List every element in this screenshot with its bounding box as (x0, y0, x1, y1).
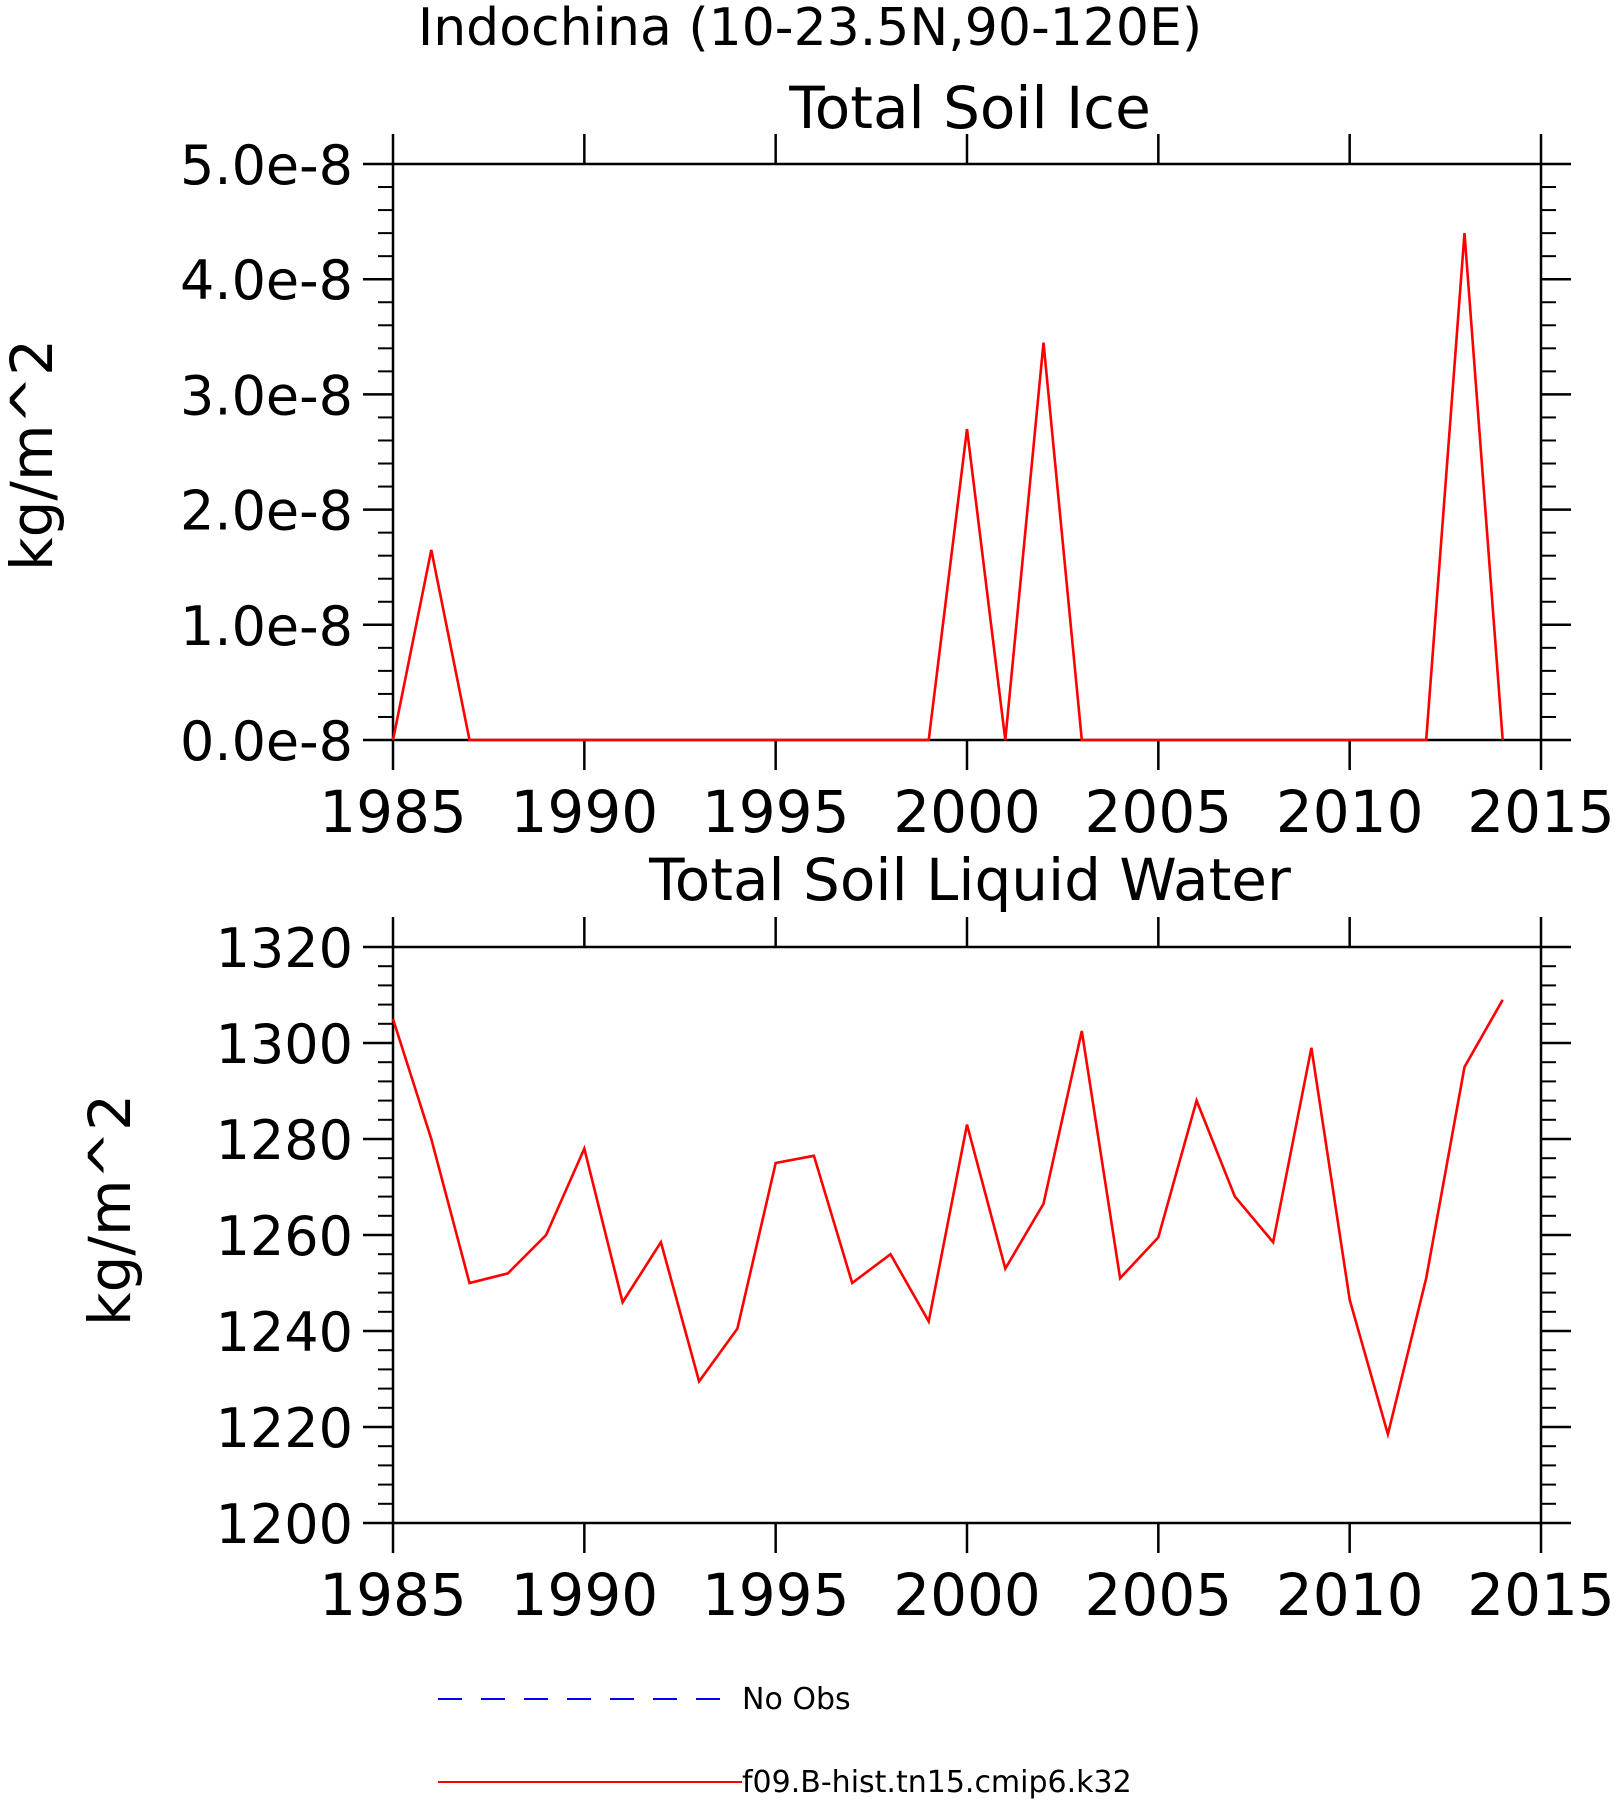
x-tick-label: 1995 (702, 1561, 850, 1629)
x-tick-label: 2005 (1085, 1561, 1233, 1629)
legend-item-f09-b-hist: f09.B-hist.tn15.cmip6.k32 (438, 1765, 1132, 1800)
x-tick-label: 2015 (1467, 1561, 1615, 1629)
y-tick-label: 1220 (216, 1397, 353, 1460)
y-axis-label-total-soil-ice: kg/m^2 (0, 339, 66, 571)
y-tick-labels-total-soil-liquid-water: 1200 1220 1240 1260 1280 1300 1320 (216, 917, 353, 1556)
series-group-total-soil-ice (391, 233, 1504, 742)
y-tick-label: 0.0e-8 (180, 710, 353, 773)
y-tick-label: 1280 (216, 1109, 353, 1172)
y-tick-label: 5.0e-8 (180, 134, 353, 197)
x-tick-label: 1985 (319, 1561, 467, 1629)
y-tick-label: 4.0e-8 (180, 249, 353, 312)
x-tick-labels-total-soil-ice: 1985 1990 1995 2000 2005 2010 2015 (319, 778, 1615, 846)
y-axis-label-total-soil-liquid-water: kg/m^2 (76, 1094, 144, 1326)
panel-total-soil-liquid-water: Total Soil Liquid Water kg/m^2 120012201… (76, 846, 1615, 1629)
y-tick-label: 1300 (216, 1013, 353, 1076)
panel-title-total-soil-liquid-water: Total Soil Liquid Water (648, 846, 1291, 914)
series-line (391, 999, 1504, 1440)
panel-title-total-soil-ice: Total Soil Ice (788, 74, 1151, 142)
y-tick-label: 1200 (216, 1493, 353, 1556)
y-tick-label: 2.0e-8 (180, 480, 353, 543)
x-tick-label: 2005 (1085, 778, 1233, 846)
figure-title: Indochina (10-23.5N,90-120E) (418, 0, 1202, 58)
y-tick-label: 1320 (216, 917, 353, 980)
y-tick-label: 1240 (216, 1301, 353, 1364)
x-tick-label: 2010 (1276, 1561, 1424, 1629)
x-tick-label: 2015 (1467, 778, 1615, 846)
plot-frame-total-soil-liquid-water (391, 945, 1543, 1525)
legend-label-no-obs: No Obs (742, 1682, 851, 1717)
y-tick-label: 1.0e-8 (180, 595, 353, 658)
legend-label-f09-b-hist: f09.B-hist.tn15.cmip6.k32 (742, 1765, 1132, 1800)
panel-total-soil-ice: Total Soil Ice kg/m^2 0.0e-8 1.0e-8 2.0e-8… (0, 74, 1615, 846)
series-group-total-soil-liquid-water (391, 999, 1504, 1440)
x-tick-label: 1995 (702, 778, 850, 846)
plot-frame-total-soil-ice (391, 162, 1543, 742)
ticks-total-soil-liquid-water (363, 917, 1571, 1553)
x-tick-label: 1985 (319, 778, 467, 846)
x-tick-label: 1990 (511, 1561, 659, 1629)
x-tick-label: 2010 (1276, 778, 1424, 846)
legend-item-no-obs: No Obs (438, 1682, 851, 1717)
x-tick-label: 2000 (893, 1561, 1041, 1629)
legend: No Obs f09.B-hist.tn15.cmip6.k32 (438, 1682, 1132, 1800)
x-tick-label: 2000 (893, 778, 1041, 846)
x-tick-labels-total-soil-liquid-water: 1985 1990 1995 2000 2005 2010 2015 (319, 1561, 1615, 1629)
y-tick-label: 3.0e-8 (180, 364, 353, 427)
y-tick-labels-total-soil-ice: 0.0e-8 1.0e-8 2.0e-8 3.0e-8 4.0e-8 5.0e-8 (180, 134, 353, 773)
y-tick-label: 1260 (216, 1205, 353, 1268)
x-tick-label: 1990 (511, 778, 659, 846)
ticks-total-soil-ice (363, 134, 1571, 770)
series-line (391, 233, 1504, 742)
